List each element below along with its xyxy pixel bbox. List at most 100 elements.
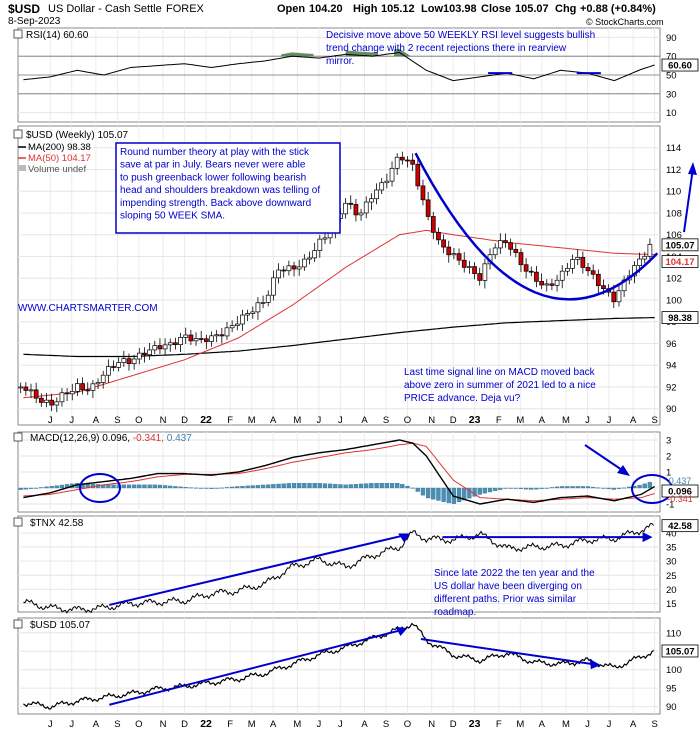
macd-histogram-bar [240, 486, 245, 489]
chg-label: Chg [555, 3, 577, 15]
x-axis-label: J [48, 415, 53, 426]
bottom-x-axis-label: N [428, 719, 435, 730]
macd-histogram-bar [420, 487, 426, 496]
usd-line-settings-icon [13, 619, 23, 629]
price-candle-body [523, 264, 529, 272]
macd-histogram-bar [616, 487, 622, 489]
price-candle-body [95, 382, 101, 385]
macd-histogram-bar [54, 485, 59, 489]
chartsmarter-watermark: WWW.CHARTSMARTER.COM [18, 303, 158, 314]
x-axis-label: M [248, 415, 256, 426]
macd-legend-part: -0.341, [133, 433, 167, 444]
macd-histogram-bar [348, 484, 353, 489]
x-axis-label: S [383, 415, 389, 426]
price-panel-tick-label: 108 [666, 208, 682, 219]
tnx-settings-icon [13, 517, 23, 527]
bottom-x-axis-label: A [270, 719, 277, 730]
price-candle-body [80, 383, 85, 391]
macd-histogram-bar [374, 483, 379, 489]
price-candle-body [595, 273, 601, 287]
price-candle-body [379, 182, 385, 191]
macd-histogram-bar [637, 484, 642, 489]
price-candle-body [565, 267, 570, 272]
price-candle-body [508, 242, 513, 250]
macd-histogram-bar [436, 487, 441, 501]
price-candle-body [322, 237, 328, 240]
high-label: High [353, 3, 378, 15]
macd-histogram-bar [199, 487, 204, 489]
macd-histogram-bar [152, 484, 157, 489]
tnx-annotation-line: Since late 2022 the ten year and the [434, 568, 595, 579]
macd-histogram-bar [477, 487, 482, 495]
price-candle-body [131, 358, 137, 364]
macd-histogram-bar [276, 483, 281, 489]
tnx-line [23, 522, 654, 614]
tnx-uptrend-arrow [109, 534, 406, 606]
bottom-x-axis-label: J [69, 719, 74, 730]
macd-histogram-bar [291, 483, 297, 489]
rsi-panel-tick-label: 10 [666, 108, 677, 119]
price-candle-body [198, 338, 204, 340]
price-candle-body [121, 358, 127, 363]
macd-histogram-bar [431, 487, 436, 500]
macd-histogram-bar [467, 487, 472, 499]
tnx-flat-arrow-head [642, 532, 653, 543]
price-candle-body [214, 334, 220, 337]
price-last-value-box [661, 238, 699, 252]
bottom-x-axis-label: A [539, 719, 546, 730]
macd-histogram-bar [235, 486, 240, 489]
macd-histogram-bar [384, 483, 390, 489]
usd-line-legend: $USD 105.07 [30, 620, 90, 631]
macd-histogram-bar [539, 487, 544, 489]
price-panel-tick-label: 106 [666, 230, 682, 241]
price-panel-tick-label: 100 [666, 295, 682, 306]
ma200-line [23, 317, 655, 358]
x-axis-label: M [293, 415, 301, 426]
x-axis-label: J [338, 415, 343, 426]
x-axis-label: F [496, 415, 502, 426]
macd-histogram-bar [157, 484, 163, 489]
macd-histogram-bar [627, 486, 632, 489]
x-axis-label: J [607, 415, 612, 426]
usd-uptrend-arrow-head [395, 626, 408, 636]
macd-arrow-head [617, 465, 630, 476]
price-candle-body [204, 338, 209, 342]
macd-histogram-bar [219, 487, 224, 489]
close-label: Close [481, 3, 511, 15]
bottom-x-axis-label: S [383, 719, 389, 730]
tnx-panel-tick-label: 35 [666, 543, 677, 554]
rsi-overbought-fill [281, 52, 314, 57]
price-panel-tick-label: 102 [666, 274, 682, 285]
macd-histogram-bar [322, 483, 328, 489]
macd-histogram-bar [560, 486, 565, 489]
price-candle-body [611, 291, 617, 303]
price-candle-body [420, 185, 426, 201]
macd-histogram-bar [327, 483, 333, 489]
price-candle-body [255, 302, 261, 313]
macd-histogram-bar [482, 487, 488, 494]
price-annotation-line: Round number theory at play with the sti… [120, 147, 310, 158]
macd-histogram-bar [229, 486, 235, 489]
price-candle-body [126, 358, 132, 364]
price-annotation-line: to push greenback lower following bearis… [120, 172, 306, 183]
macd-histogram-bar [224, 487, 230, 489]
price-candle-body [44, 399, 49, 403]
price-candle-body [570, 259, 575, 269]
bottom-x-axis-label: M [562, 719, 570, 730]
price-candle-body [64, 392, 70, 395]
price-candle-body [23, 386, 29, 391]
chart-date: 8-Sep-2023 [8, 16, 61, 27]
macd-value-box [661, 484, 699, 498]
macd-histogram-bar [126, 484, 132, 489]
price-candle-body [100, 374, 106, 383]
price-candle-body [528, 270, 534, 273]
ma200-legend: MA(200) 98.38 [28, 142, 91, 153]
rsi-overbought-fill [394, 48, 416, 57]
macd-signal-label: -0.341 [667, 494, 693, 504]
macd-panel-tick-label: 2 [666, 452, 671, 463]
price-candle-body [142, 352, 147, 356]
x-axis-label: S [651, 415, 657, 426]
price-candle-body [167, 342, 173, 346]
macd-histogram-bar [400, 484, 405, 489]
macd-histogram-bar [23, 487, 28, 490]
